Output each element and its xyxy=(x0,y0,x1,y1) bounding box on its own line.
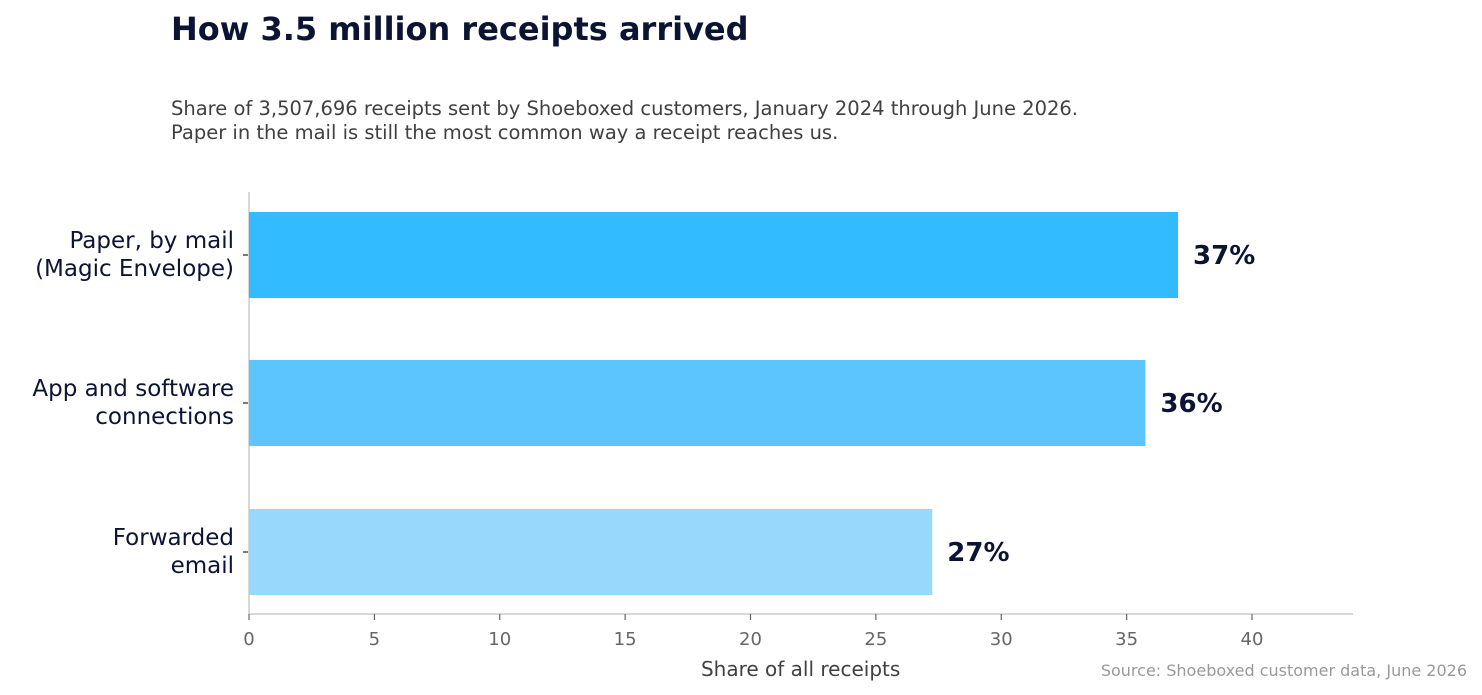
x-axis-title: Share of all receipts xyxy=(701,657,900,681)
x-tick-label-1: 5 xyxy=(369,629,380,650)
bar-value-label-0: 37% xyxy=(1193,241,1255,271)
x-tick-label-5: 25 xyxy=(864,629,887,650)
chart-subtitle-line-2: Paper in the mail is still the most comm… xyxy=(171,121,839,144)
bar-0 xyxy=(249,212,1179,298)
category-label-0: Paper, by mail (Magic Envelope) xyxy=(35,228,234,282)
source-note: Source: Shoeboxed customer data, June 20… xyxy=(1100,661,1467,680)
x-tick-label-3: 15 xyxy=(614,629,637,650)
bar-2 xyxy=(249,509,933,595)
chart-title: How 3.5 million receipts arrived xyxy=(171,10,749,48)
bar-value-label-2: 27% xyxy=(947,538,1009,568)
x-tick-label-8: 40 xyxy=(1241,629,1264,650)
x-tick-label-2: 10 xyxy=(488,629,511,650)
x-tick-label-7: 35 xyxy=(1115,629,1138,650)
category-label-1: App and software connections xyxy=(32,376,234,430)
bar-value-label-1: 36% xyxy=(1160,389,1222,419)
bar-1 xyxy=(249,360,1146,446)
x-tick-label-4: 20 xyxy=(739,629,762,650)
x-tick-label-6: 30 xyxy=(990,629,1013,650)
x-tick-label-0: 0 xyxy=(243,629,254,650)
category-label-2: Forwarded email xyxy=(113,525,234,579)
chart-subtitle-line-1: Share of 3,507,696 receipts sent by Shoe… xyxy=(171,97,1079,120)
